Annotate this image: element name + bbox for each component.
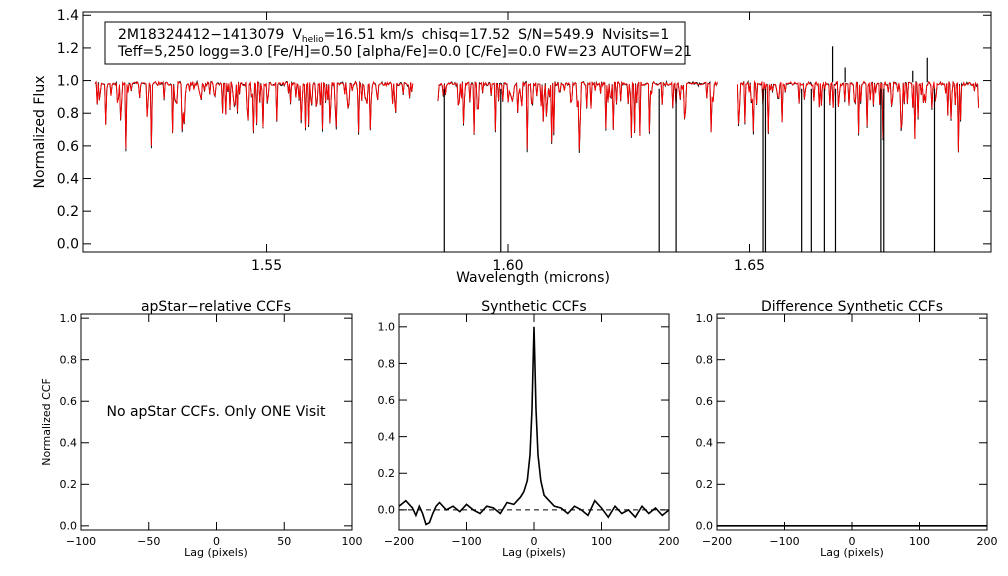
synthetic-ccf-title: Synthetic CCFs — [481, 299, 586, 315]
x-tick-label: 1.60 — [492, 258, 523, 274]
x-tick-label: −50 — [137, 535, 160, 548]
x-tick-label: 100 — [342, 535, 363, 548]
synthetic-ccf-curve — [398, 326, 670, 526]
y-tick-label: 0.8 — [57, 106, 79, 122]
y-tick-label: 0.6 — [60, 395, 78, 408]
info-nvisits: Nvisits=1 — [602, 27, 669, 43]
y-tick-label: 1.0 — [696, 312, 714, 325]
info-box: 2M18324412−1413079 Vhelio=16.51 km/s chisq… — [104, 21, 692, 65]
y-tick-label: 0.4 — [696, 437, 714, 450]
spectrum-y-axis-label: Normalized Flux — [32, 76, 48, 189]
spectrum-series — [94, 46, 980, 252]
x-tick-label: −100 — [769, 535, 799, 548]
x-tick-label: 0 — [849, 535, 856, 548]
y-tick-label: 1.4 — [57, 8, 79, 24]
info-chisq: chisq=17.52 — [422, 27, 510, 43]
info-vhelio-symbol: V — [292, 27, 302, 43]
synthetic-ccf-ticks: −200 −100 0 100 200 0.0 0.2 0.4 0.6 0.8 1.0 — [378, 314, 680, 548]
synthetic-spectrum-segment — [94, 80, 414, 149]
spectrum-ticks: 1.55 1.60 1.65 0.0 0.2 0.4 0.6 0.8 1.0 1.2 1.4 — [57, 8, 991, 274]
info-star-id: 2M18324412−1413079 — [118, 27, 284, 43]
x-tick-label: 200 — [659, 535, 680, 548]
x-tick-label: 0 — [213, 535, 220, 548]
synthetic-ccf-series — [398, 326, 670, 526]
x-tick-label: −200 — [384, 535, 414, 548]
synthetic-ccf-panel: Synthetic CCFs −200 −100 0 100 200 0.0 0.2 0.4 0… — [378, 299, 680, 559]
y-tick-label: 0.4 — [57, 171, 79, 187]
x-tick-label: 100 — [591, 535, 612, 548]
info-line-1: 2M18324412−1413079 Vhelio=16.51 km/s chisq… — [118, 27, 669, 45]
apstar-ccf-message: No apStar CCFs. Only ONE Visit — [106, 404, 326, 420]
y-tick-label: 0.4 — [378, 430, 396, 443]
y-tick-label: 0.8 — [60, 354, 78, 367]
info-vhelio-value: =16.51 km/s — [324, 27, 414, 43]
y-tick-label: 0.4 — [60, 437, 78, 450]
y-tick-label: 0.0 — [696, 520, 714, 533]
x-tick-label: 1.55 — [251, 258, 282, 274]
y-tick-label: 0.2 — [378, 467, 396, 480]
y-tick-label: 0.0 — [57, 237, 79, 253]
apstar-ccf-title: apStar−relative CCFs — [141, 299, 291, 315]
difference-ccf-ticks: −200 −100 0 100 200 0.0 0.2 0.4 0.6 0.8 1.0 — [696, 312, 998, 548]
apstar-ccf-x-axis-label: Lag (pixels) — [184, 546, 248, 559]
y-tick-label: 0.0 — [60, 520, 78, 533]
x-tick-label: 100 — [909, 535, 930, 548]
y-tick-label: 0.2 — [60, 478, 78, 491]
y-tick-label: 0.8 — [378, 357, 396, 370]
info-line-2: Teff=5,250 logg=3.0 [Fe/H]=0.50 [alpha/F… — [117, 44, 692, 60]
info-box-frame — [104, 21, 686, 65]
x-tick-label: −100 — [451, 535, 481, 548]
difference-ccf-panel: Difference Synthetic CCFs −200 −100 0 100 20… — [696, 299, 998, 559]
spectrum-panel: 1.55 1.60 1.65 0.0 0.2 0.4 0.6 0.8 1.0 1.2 1.4 Wav… — [32, 8, 992, 286]
y-tick-label: 0.8 — [696, 354, 714, 367]
apstar-ccf-ticks: −100 −50 0 50 100 0.0 0.2 0.4 0.6 0.8 1.0 — [60, 312, 363, 548]
x-tick-label: −100 — [66, 535, 96, 548]
x-tick-label: 200 — [977, 535, 998, 548]
spectrum-x-axis-label: Wavelength (microns) — [456, 270, 610, 286]
y-tick-label: 1.2 — [57, 41, 79, 57]
difference-ccf-x-axis-label: Lag (pixels) — [820, 546, 884, 559]
apstar-ccf-panel: apStar−relative CCFs −100 −50 0 50 100 0.0 0.2… — [40, 299, 363, 559]
info-vhelio-subscript: helio — [302, 35, 324, 45]
synthetic-spectrum-segment — [736, 79, 980, 152]
y-tick-label: 0.6 — [57, 139, 79, 155]
y-tick-label: 0.6 — [378, 394, 396, 407]
info-sn: S/N=549.9 — [518, 27, 594, 43]
x-tick-label: 50 — [277, 535, 291, 548]
y-tick-label: 1.0 — [378, 321, 396, 334]
synthetic-spectrum-segment — [437, 80, 718, 151]
difference-ccf-title: Difference Synthetic CCFs — [761, 299, 943, 315]
x-tick-label: 0 — [531, 535, 538, 548]
y-tick-label: 1.0 — [60, 312, 78, 325]
x-tick-label: 1.65 — [734, 258, 765, 274]
y-tick-label: 0.2 — [696, 478, 714, 491]
spectrum-plot-frame — [82, 11, 992, 253]
y-tick-label: 0.0 — [378, 504, 396, 517]
x-tick-label: −200 — [702, 535, 732, 548]
y-tick-label: 0.6 — [696, 395, 714, 408]
y-tick-label: 1.0 — [57, 73, 79, 89]
y-tick-label: 0.2 — [57, 204, 79, 220]
apstar-ccf-y-axis-label: Normalized CCF — [40, 378, 53, 466]
synthetic-ccf-x-axis-label: Lag (pixels) — [502, 546, 566, 559]
